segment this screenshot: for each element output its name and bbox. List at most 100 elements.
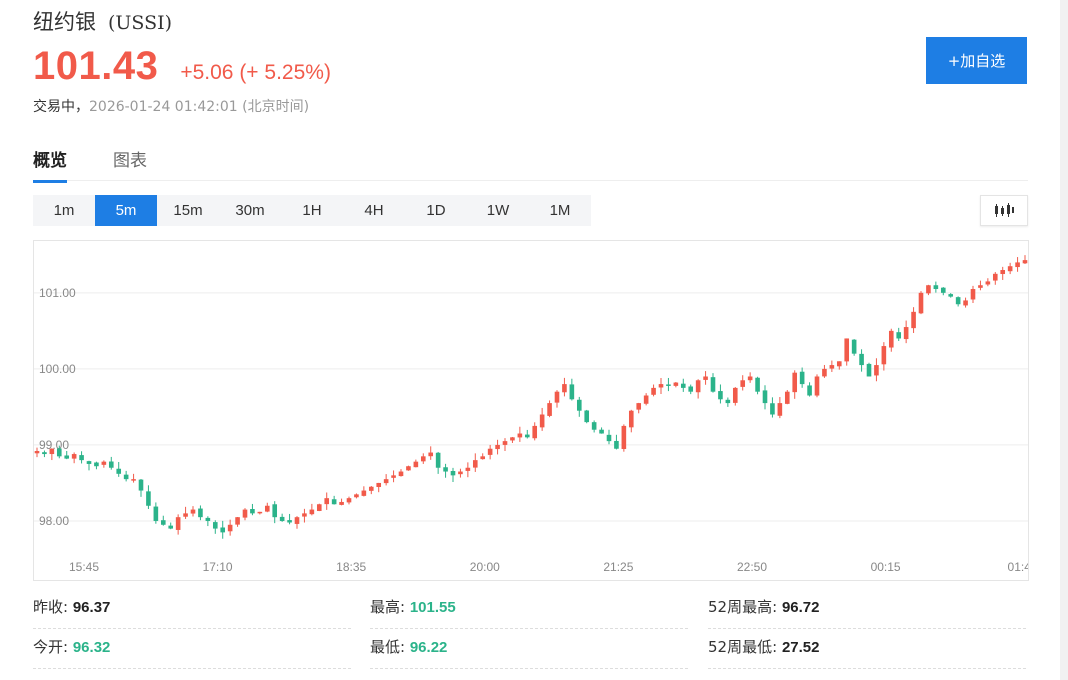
candle xyxy=(658,378,664,394)
candle xyxy=(302,508,307,523)
candle xyxy=(354,493,359,499)
candle xyxy=(703,371,708,385)
candle xyxy=(710,373,716,393)
stat-label: 最低: xyxy=(370,638,406,656)
candle xyxy=(220,520,226,539)
tab-chart[interactable]: 图表 xyxy=(113,151,147,171)
candle xyxy=(562,377,567,397)
candle xyxy=(963,297,968,308)
candle xyxy=(896,327,902,341)
candle xyxy=(465,462,471,478)
page-scrollbar[interactable] xyxy=(1060,0,1068,680)
candle xyxy=(175,514,181,535)
candle xyxy=(183,506,188,519)
candle xyxy=(472,453,478,472)
candle xyxy=(933,281,939,293)
price-change: +5.06 (+ 5.25%) xyxy=(180,61,331,84)
candle xyxy=(391,470,396,483)
candle xyxy=(688,384,694,395)
candle xyxy=(413,459,419,468)
period-30m[interactable]: 30m xyxy=(235,202,265,219)
instrument-title: 纽约银 (USSI) xyxy=(33,6,172,34)
candle xyxy=(86,460,92,471)
candle xyxy=(978,280,983,291)
candle xyxy=(844,338,850,366)
candle xyxy=(420,453,426,464)
candle xyxy=(198,505,203,521)
candle xyxy=(992,272,998,285)
candle xyxy=(680,378,686,392)
candle xyxy=(948,293,954,298)
candle xyxy=(985,278,991,287)
candle xyxy=(406,465,411,471)
x-tick-label: 18:35 xyxy=(336,560,366,574)
candle xyxy=(71,452,77,464)
y-tick-label: 100.00 xyxy=(39,362,76,376)
candle xyxy=(458,468,463,478)
price-chart[interactable]: 101.00 100.00 99.00 98.00 15:45 17:10 18:35 20:… xyxy=(33,240,1029,581)
period-selector: 1m 5m 15m 30m 1H 4H 1D 1W 1M xyxy=(33,195,591,226)
candle xyxy=(79,451,84,464)
candle xyxy=(235,517,240,527)
candle xyxy=(532,422,538,441)
period-4h[interactable]: 4H xyxy=(364,202,384,219)
stat-value: 96.72 xyxy=(781,599,820,616)
stat-value: 101.55 xyxy=(409,599,456,616)
candle xyxy=(487,444,493,460)
candle xyxy=(34,447,40,458)
last-price: 101.43 xyxy=(33,44,159,88)
candle xyxy=(621,424,627,452)
stat-52w-high: 52周最高: 96.72 xyxy=(708,588,1026,629)
candle xyxy=(495,439,500,455)
candle xyxy=(643,393,649,406)
candle xyxy=(911,307,916,333)
candle xyxy=(576,396,582,417)
candle xyxy=(346,496,352,505)
candle xyxy=(294,516,300,529)
period-1w[interactable]: 1W xyxy=(486,202,510,219)
candle xyxy=(859,349,864,372)
period-1d[interactable]: 1D xyxy=(426,202,446,219)
period-1mo[interactable]: 1M xyxy=(549,202,571,219)
x-tick-label: 01:4 xyxy=(1008,560,1029,574)
candlestick-chart-svg: 101.00 100.00 99.00 98.00 15:45 17:10 18:35 20:… xyxy=(34,255,1029,574)
x-tick-label: 17:10 xyxy=(203,560,233,574)
candle xyxy=(1007,262,1013,275)
candle xyxy=(539,407,545,431)
candle xyxy=(339,498,344,506)
stat-label: 52周最高: xyxy=(708,598,778,616)
candle xyxy=(428,446,434,460)
candle xyxy=(510,436,515,443)
instrument-code: (USSI) xyxy=(108,12,173,34)
candle xyxy=(926,284,931,296)
period-5m[interactable]: 5m xyxy=(95,195,157,226)
candle xyxy=(524,429,530,439)
stat-52w-low: 52周最低: 27.52 xyxy=(708,628,1026,669)
candle xyxy=(547,400,552,418)
period-15m[interactable]: 15m xyxy=(173,202,203,219)
stat-value: 96.32 xyxy=(72,639,111,656)
period-1m[interactable]: 1m xyxy=(53,202,75,219)
y-tick-label: 98.00 xyxy=(39,514,69,528)
candle xyxy=(153,502,159,524)
add-watchlist-button[interactable]: +加自选 xyxy=(926,37,1027,84)
candle xyxy=(591,420,597,433)
candle xyxy=(918,291,924,315)
candle xyxy=(799,367,805,388)
candle xyxy=(272,501,278,524)
candle xyxy=(316,503,322,512)
candle xyxy=(101,460,107,468)
candle xyxy=(770,397,775,418)
candlestick-icon xyxy=(995,202,1014,217)
candle xyxy=(903,320,909,344)
candle xyxy=(146,485,151,509)
chart-type-button[interactable] xyxy=(980,195,1028,226)
candle xyxy=(108,456,114,470)
candle xyxy=(116,461,122,477)
period-1h[interactable]: 1H xyxy=(302,202,322,219)
candle xyxy=(1000,266,1006,280)
trade-status: 交易中，2026-01-24 01:42:01 (北京时间) xyxy=(33,96,309,116)
candle xyxy=(331,495,337,505)
tab-overview[interactable]: 概览 xyxy=(33,146,67,183)
candle xyxy=(584,409,590,424)
